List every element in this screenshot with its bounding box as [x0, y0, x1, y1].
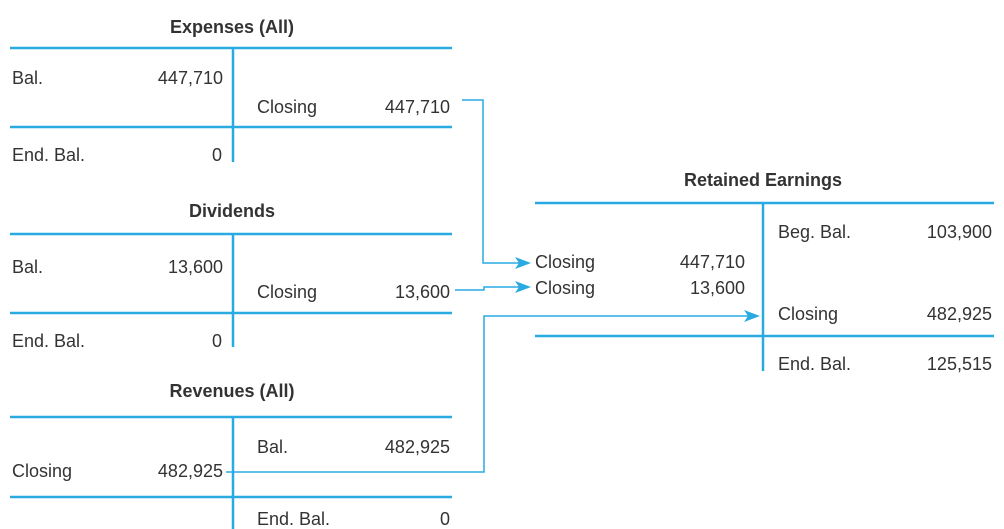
closing-arrow [226, 310, 760, 473]
entry-amount: 103,900 [927, 222, 992, 242]
t-account: Expenses (All) Bal. 447,710 Closing 447,… [10, 17, 452, 165]
entry-label: End. Bal. [257, 509, 330, 529]
account-title: Dividends [189, 201, 275, 221]
entry-amount: 0 [440, 509, 450, 529]
entry-label: Closing [778, 304, 838, 324]
entry-label: End. Bal. [778, 354, 851, 374]
entry-amount: 482,925 [158, 461, 223, 481]
closing-arrow [462, 99, 531, 269]
entry-label: Bal. [12, 68, 43, 88]
entry-label: Beg. Bal. [778, 222, 851, 242]
entry-amount: 482,925 [385, 437, 450, 457]
entry-amount: 13,600 [690, 278, 745, 298]
entry-label: End. Bal. [12, 145, 85, 165]
entry-amount: 13,600 [395, 282, 450, 302]
entry-amount: 13,600 [168, 257, 223, 277]
entry-amount: 447,710 [680, 252, 745, 272]
entry-amount: 482,925 [927, 304, 992, 324]
entry-label: End. Bal. [12, 331, 85, 351]
account-title: Expenses (All) [170, 17, 294, 37]
entry-amount: 125,515 [927, 354, 992, 374]
entry-label: Closing [257, 282, 317, 302]
entry-amount: 447,710 [385, 97, 450, 117]
t-account: Dividends Bal. 13,600 Closing 13,600 End… [10, 201, 452, 351]
account-title: Revenues (All) [169, 381, 294, 401]
entry-label: Closing [257, 97, 317, 117]
closing-arrow [455, 281, 531, 293]
entry-label: Closing [535, 252, 595, 272]
entry-amount: 0 [212, 331, 222, 351]
account-title: Retained Earnings [684, 170, 842, 190]
entry-label: Closing [12, 461, 72, 481]
entry-amount: 447,710 [158, 68, 223, 88]
entry-amount: 0 [212, 145, 222, 165]
t-account: Retained Earnings Beg. Bal. 103,900 Clos… [535, 170, 994, 374]
entry-label: Closing [535, 278, 595, 298]
entry-label: Bal. [12, 257, 43, 277]
t-account: Revenues (All) Bal. 482,925 Closing 482,… [10, 381, 452, 529]
entry-label: Bal. [257, 437, 288, 457]
